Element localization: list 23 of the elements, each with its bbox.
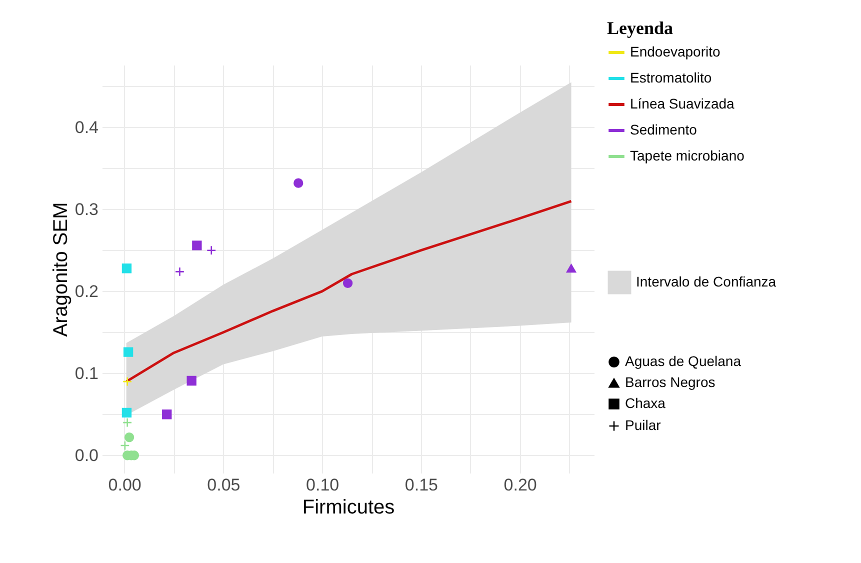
legend-label: Estromatolito bbox=[630, 70, 712, 86]
legend-label: Aguas de Quelana bbox=[625, 353, 742, 369]
x-tick-label: 0.00 bbox=[108, 476, 142, 494]
y-axis-title: Aragonito SEM bbox=[50, 202, 72, 337]
legend-label: Sedimento bbox=[630, 122, 698, 138]
legend-label: Endoevaporito bbox=[630, 44, 721, 60]
y-tick-label: 0.0 bbox=[74, 446, 98, 465]
y-tick-label: 0.3 bbox=[74, 200, 98, 219]
x-tick-label: 0.15 bbox=[404, 476, 438, 494]
x-tick-label: 0.10 bbox=[306, 476, 340, 494]
legend-label: Intervalo de Confianza bbox=[636, 274, 776, 290]
legend-label: Barros Negros bbox=[625, 374, 716, 390]
y-tick-label: 0.1 bbox=[74, 364, 98, 383]
legend-label: Línea Suavizada bbox=[630, 96, 735, 112]
legend-label: Tapete microbiano bbox=[630, 148, 745, 164]
x-axis-title: Firmicutes bbox=[302, 496, 395, 518]
x-tick-label: 0.05 bbox=[207, 476, 240, 494]
legend-label: Puilar bbox=[625, 417, 662, 433]
y-tick-label: 0.2 bbox=[74, 282, 98, 301]
y-tick-label: 0.4 bbox=[74, 118, 98, 137]
legend-title: Leyenda bbox=[607, 18, 674, 38]
x-tick-label: 0.20 bbox=[504, 476, 537, 494]
legend-label: Chaxa bbox=[625, 395, 666, 411]
